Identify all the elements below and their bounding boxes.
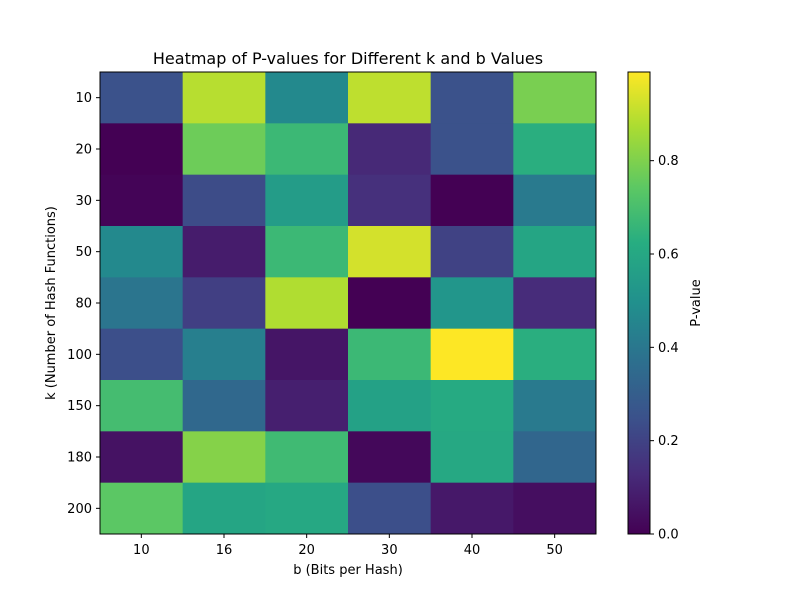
heatmap-cell: [265, 482, 349, 535]
heatmap-cell: [513, 380, 597, 432]
y-tick-label: 100: [67, 348, 92, 363]
y-tick-label: 20: [75, 143, 92, 158]
heatmap-cell: [348, 123, 432, 176]
heatmap-cell: [265, 123, 349, 176]
x-tick-label: 16: [216, 543, 233, 558]
y-tick-label: 80: [75, 297, 92, 312]
colorbar-ticks: 0.0 0.2 0.4 0.6 0.8: [650, 154, 679, 543]
heatmap-cell: [513, 174, 597, 227]
heatmap-cell: [265, 174, 349, 227]
colorbar-tick-label: 0.4: [658, 341, 679, 356]
heatmap-cell: [182, 380, 266, 432]
heatmap-cell: [430, 72, 514, 124]
heatmap-cell: [100, 72, 184, 124]
colorbar-tick-label: 0.0: [658, 528, 679, 543]
heatmap-cell: [265, 226, 349, 278]
x-tick-label: 20: [298, 543, 315, 558]
heatmap-cell: [348, 431, 432, 484]
heatmap-cell: [430, 123, 514, 176]
y-tick-label: 30: [75, 194, 92, 209]
heatmap-cell: [100, 431, 184, 484]
y-tick-label: 180: [67, 451, 92, 466]
colorbar-label: P-value: [689, 279, 704, 326]
heatmap-cell: [100, 123, 184, 176]
heatmap-cell: [513, 226, 597, 278]
heatmap-cell: [182, 482, 266, 535]
y-tick-label: 50: [75, 245, 92, 260]
heatmap-cell: [513, 482, 597, 535]
heatmap-cell: [265, 380, 349, 432]
heatmap-cell: [265, 72, 349, 124]
heatmap-cell: [100, 174, 184, 227]
heatmap-cell: [348, 277, 432, 330]
heatmap-cell: [430, 431, 514, 484]
heatmap-cell: [348, 380, 432, 432]
heatmap-cell: [265, 277, 349, 330]
heatmap-cell: [348, 328, 432, 381]
heatmap-cell: [348, 482, 432, 535]
y-axis-label: k (Number of Hash Functions): [44, 206, 59, 400]
heatmap-cell: [430, 226, 514, 278]
x-tick-label: 50: [546, 543, 563, 558]
x-axis-label: b (Bits per Hash): [293, 563, 403, 578]
heatmap-cell: [430, 277, 514, 330]
heatmap-cell: [513, 123, 597, 176]
heatmap-cell: [182, 277, 266, 330]
heatmap-cell: [182, 328, 266, 381]
colorbar-tick-label: 0.2: [658, 434, 679, 449]
heatmap-cell: [265, 431, 349, 484]
heatmap-cell: [513, 328, 597, 381]
heatmap-cell: [430, 328, 514, 381]
heatmap-cell: [513, 72, 597, 124]
x-axis-ticks: 10 16 20 30 40 50: [133, 534, 563, 558]
y-tick-label: 150: [67, 399, 92, 414]
chart-title: Heatmap of P-values for Different k and …: [153, 49, 543, 68]
heatmap-cell: [182, 174, 266, 227]
heatmap-cell: [182, 226, 266, 278]
heatmap-cells: [100, 72, 597, 535]
x-tick-label: 40: [464, 543, 481, 558]
colorbar-tick-label: 0.8: [658, 154, 679, 169]
heatmap-cell: [182, 431, 266, 484]
heatmap-cell: [100, 226, 184, 278]
x-tick-label: 30: [381, 543, 398, 558]
heatmap-cell: [430, 482, 514, 535]
x-tick-label: 10: [133, 543, 150, 558]
heatmap-cell: [348, 72, 432, 124]
heatmap-cell: [182, 72, 266, 124]
heatmap-cell: [513, 431, 597, 484]
heatmap-cell: [265, 328, 349, 381]
heatmap-cell: [100, 277, 184, 330]
y-tick-label: 200: [67, 502, 92, 517]
heatmap-cell: [100, 482, 184, 535]
heatmap-cell: [100, 328, 184, 381]
heatmap-cell: [100, 380, 184, 432]
heatmap-cell: [513, 277, 597, 330]
heatmap-cell: [348, 174, 432, 227]
heatmap-cell: [430, 174, 514, 227]
colorbar-tick-label: 0.6: [658, 248, 679, 263]
heatmap-cell: [430, 380, 514, 432]
y-tick-label: 10: [75, 91, 92, 106]
heatmap-cell: [348, 226, 432, 278]
heatmap-cell: [182, 123, 266, 176]
colorbar: [627, 71, 651, 535]
y-axis-ticks: 10 20 30 50 80 100 150 180 200: [67, 91, 100, 517]
